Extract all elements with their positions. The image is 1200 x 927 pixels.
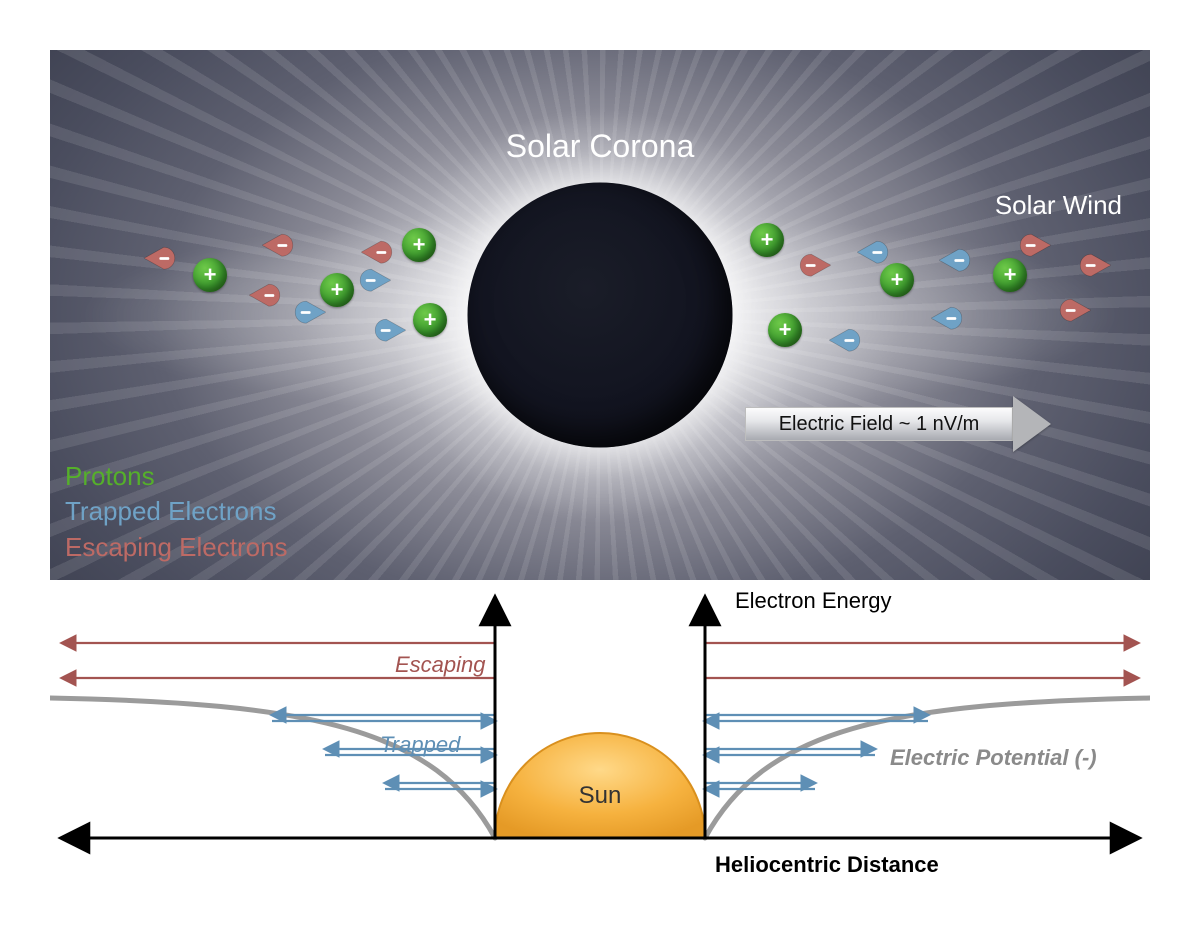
electric-field-arrowhead-icon: [1013, 396, 1051, 452]
proton-marker: +: [880, 263, 914, 297]
corona-panel: Solar Corona Solar Wind ProtonsTrapped E…: [50, 50, 1150, 580]
y-axis-label: Electron Energy: [735, 588, 892, 613]
escaping-electron-marker: [251, 232, 295, 258]
trapped-label: Trapped: [380, 732, 461, 757]
trapped-electron-marker: [373, 317, 417, 343]
schematic-svg: Sun Electric Potential (-) Escaping Trapped…: [50, 580, 1150, 890]
trapped-electron-marker: [818, 327, 862, 353]
escaping-electron-marker: [350, 239, 394, 265]
legend-item: Escaping Electrons: [65, 531, 288, 565]
electric-field-label: Electric Field ~ 1 nV/m: [745, 407, 1013, 441]
trapped-electron-marker: [358, 267, 402, 293]
escaping-electron-marker: [1078, 252, 1122, 278]
eclipse-moon: [468, 183, 733, 448]
figure-frame: Solar Corona Solar Wind ProtonsTrapped E…: [50, 50, 1150, 890]
proton-marker: +: [193, 258, 227, 292]
x-axis-label: Heliocentric Distance: [715, 852, 939, 877]
potential-schematic-panel: Sun Electric Potential (-) Escaping Trapped…: [50, 580, 1150, 890]
escaping-electron-marker: [133, 245, 177, 271]
escaping-electron-marker: [1018, 232, 1062, 258]
trapped-electron-marker: [920, 305, 964, 331]
particle-legend: ProtonsTrapped ElectronsEscaping Electro…: [65, 458, 288, 565]
solar-wind-label: Solar Wind: [995, 190, 1122, 221]
legend-item: Protons: [65, 460, 288, 494]
escaping-electron-marker: [798, 252, 842, 278]
proton-marker: +: [993, 258, 1027, 292]
proton-marker: +: [768, 313, 802, 347]
escaping-electron-marker: [1058, 297, 1102, 323]
electric-field-arrow: Electric Field ~ 1 nV/m: [745, 396, 1051, 452]
escaping-label: Escaping: [395, 652, 486, 677]
corona-title: Solar Corona: [506, 128, 695, 165]
legend-item: Trapped Electrons: [65, 495, 288, 529]
trapped-electron-marker: [846, 239, 890, 265]
trapped-electron-marker: [293, 299, 337, 325]
escaping-electron-marker: [238, 282, 282, 308]
potential-label: Electric Potential (-): [890, 745, 1097, 770]
proton-marker: +: [413, 303, 447, 337]
proton-marker: +: [402, 228, 436, 262]
proton-marker: +: [750, 223, 784, 257]
sun-label: Sun: [579, 782, 622, 809]
potential-curve-left: [50, 698, 495, 838]
trapped-electron-marker: [928, 247, 972, 273]
